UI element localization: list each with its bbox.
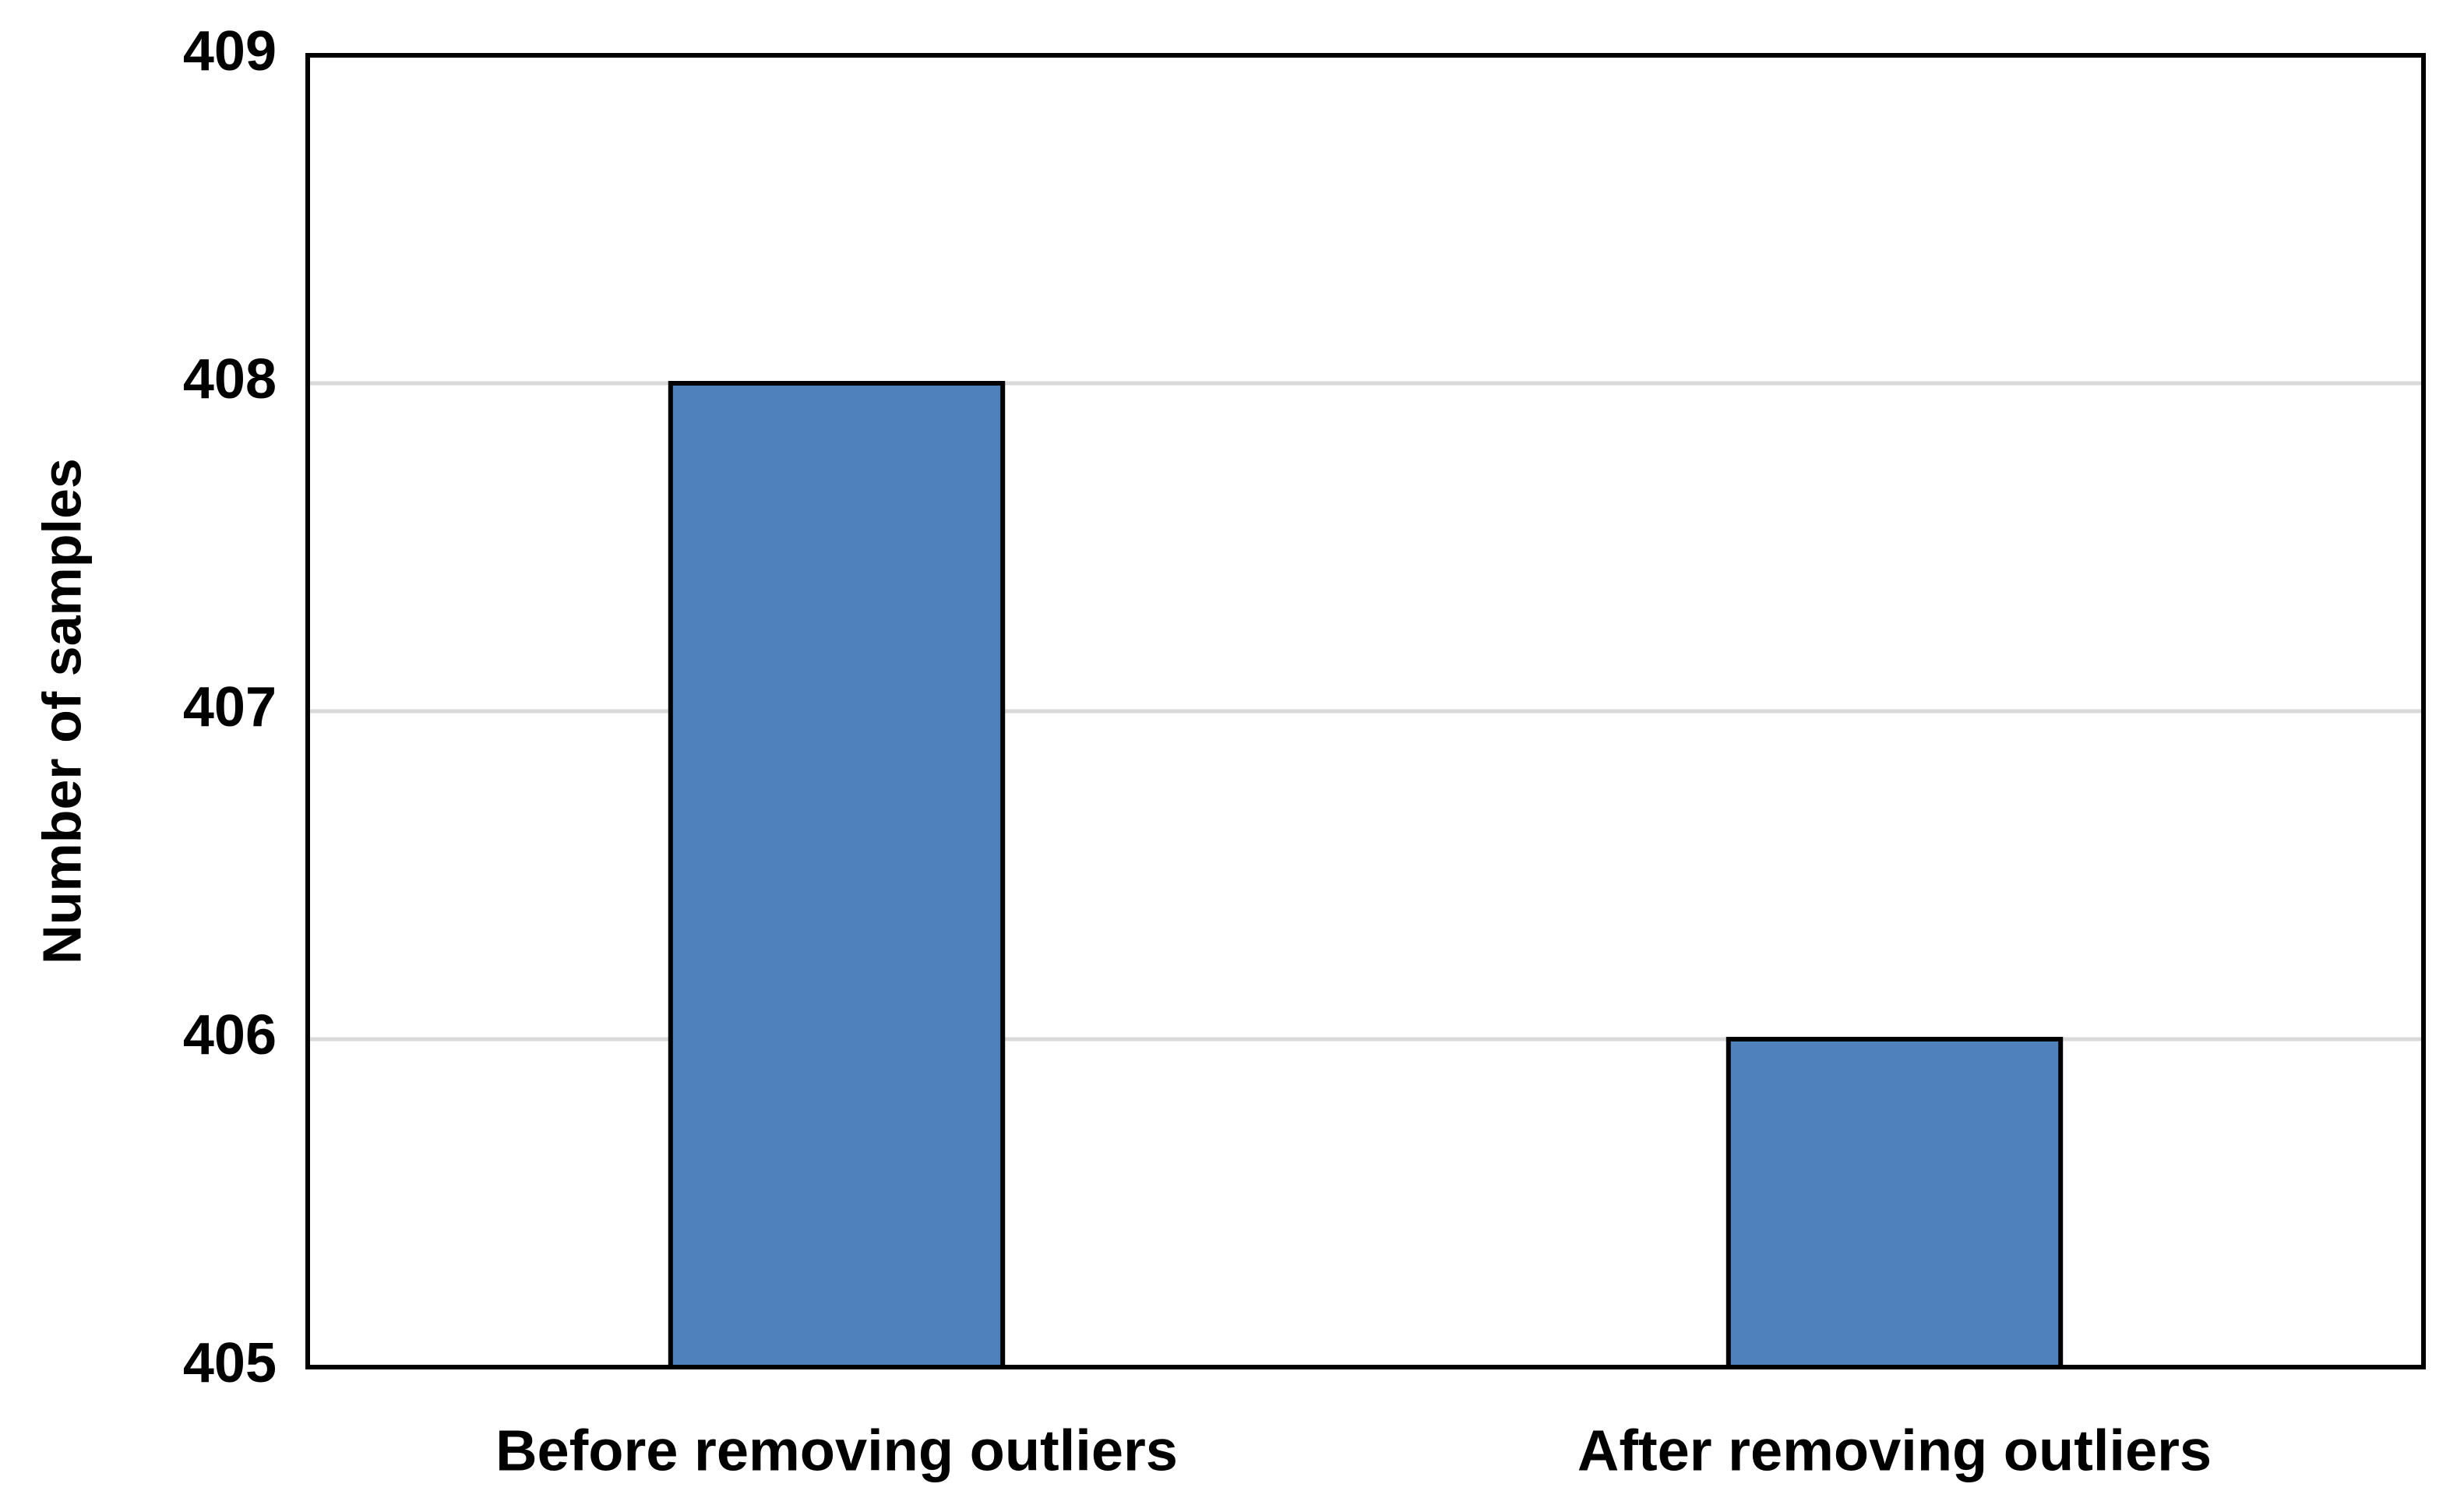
y-tick-label: 408 bbox=[183, 348, 277, 411]
y-tick-label: 407 bbox=[183, 676, 277, 738]
bar bbox=[668, 381, 1006, 1369]
x-tick-label: After removing outliers bbox=[1577, 1419, 2212, 1483]
bar bbox=[1726, 1037, 2064, 1369]
y-tick-label: 406 bbox=[183, 1004, 277, 1066]
y-tick-label: 405 bbox=[183, 1332, 277, 1394]
y-axis-label: Number of samples bbox=[31, 458, 92, 964]
y-tick-label: 409 bbox=[183, 20, 277, 83]
plot-frame bbox=[305, 53, 2426, 1369]
x-tick-label: Before removing outliers bbox=[495, 1419, 1178, 1483]
